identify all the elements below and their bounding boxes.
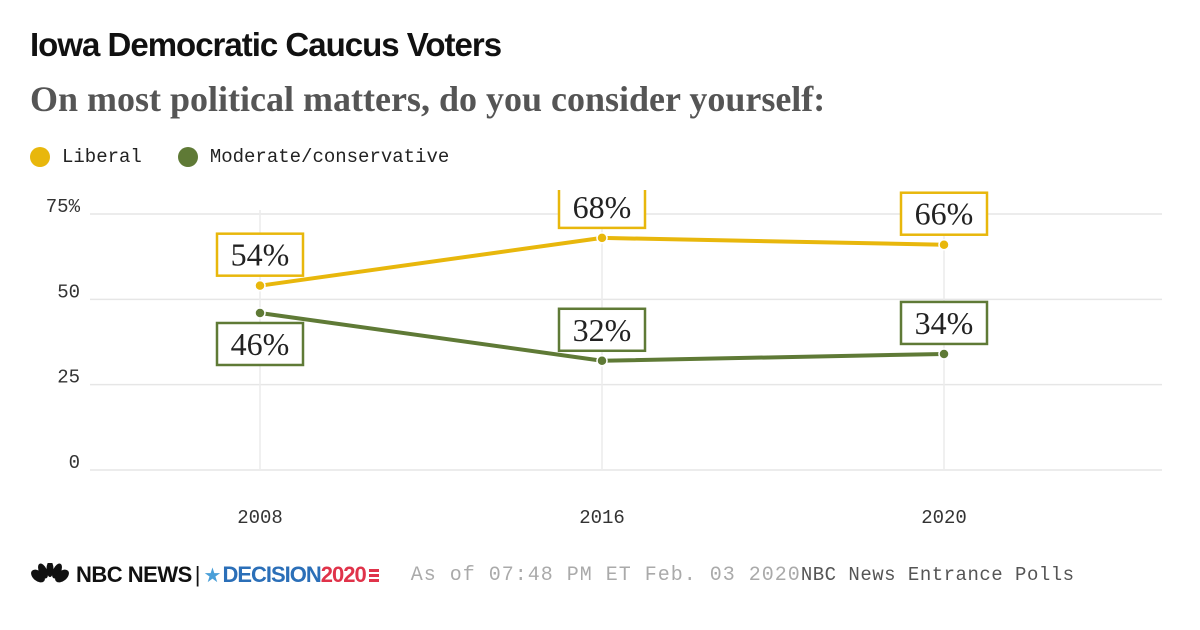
y-tick-label-75: 75%	[46, 196, 81, 218]
data-label-box-liberal-2008	[215, 232, 305, 277]
logo-separator: |	[194, 562, 201, 587]
legend-item-liberal: Liberal	[30, 146, 142, 168]
data-point-liberal-2020	[938, 238, 950, 251]
y-tick-label-0: 0	[69, 452, 80, 474]
flag-stripes-icon	[368, 567, 379, 584]
legend-swatch-moderate	[177, 147, 198, 167]
data-label-box-liberal-2020	[899, 191, 989, 236]
footer: NBC NEWS | ★ DECISION 2020 As of 07:48 P…	[30, 562, 1075, 588]
data-label-box-moderate-conservative-2020	[899, 300, 989, 346]
data-label-moderate-conservative-2020: 34%	[915, 305, 974, 341]
y-tick-label-25: 25	[57, 367, 80, 389]
x-tick-label-2020: 2020	[921, 507, 967, 529]
chart-subtitle: On most political matters, do you consid…	[30, 79, 826, 119]
nbc-news-wordmark: NBC NEWS	[76, 562, 192, 587]
y-tick-label-50: 50	[57, 281, 80, 303]
legend-label-liberal: Liberal	[62, 146, 142, 168]
data-label-liberal-2008: 54%	[231, 237, 290, 273]
decision-wordmark: DECISION	[222, 562, 321, 587]
peacock-icon	[31, 563, 69, 587]
data-point-moderate-conservative-2020	[938, 348, 950, 360]
as-of-timestamp: As of 07:48 PM ET Feb. 03 2020	[410, 563, 801, 587]
chart-title: Iowa Democratic Caucus Voters	[30, 26, 502, 63]
legend-item-moderate: Moderate/conservative	[177, 146, 450, 168]
data-label-box-liberal-2016	[557, 190, 647, 230]
x-tick-label-2008: 2008	[237, 507, 283, 529]
line-chart: 0 25 50 75% 2008 2016 2020 54% 68% 66% 46% 32% 34%	[46, 190, 1162, 529]
data-label-liberal-2020: 66%	[915, 196, 974, 232]
legend: Liberal Moderate/conservative	[30, 146, 485, 168]
data-point-liberal-2016	[596, 232, 608, 244]
nbc-news-logo: NBC NEWS | ★ DECISION 2020	[30, 562, 379, 588]
star-icon: ★	[203, 564, 222, 587]
decision-year: 2020	[320, 562, 367, 587]
data-label-moderate-conservative-2016: 32%	[573, 312, 632, 348]
legend-swatch-liberal	[30, 147, 50, 167]
x-tick-label-2016: 2016	[579, 507, 625, 529]
data-label-moderate-conservative-2008: 46%	[231, 326, 290, 362]
source-credit: NBC News Entrance Polls	[800, 564, 1075, 586]
data-point-moderate-conservative-2008	[254, 307, 266, 319]
data-label-box-moderate-conservative-2016	[557, 307, 647, 353]
data-label-liberal-2016: 68%	[573, 190, 632, 225]
data-point-moderate-conservative-2016	[596, 355, 608, 367]
data-label-box-moderate-conservative-2008	[215, 321, 305, 367]
data-point-liberal-2008	[254, 279, 266, 292]
legend-label-moderate: Moderate/conservative	[209, 146, 450, 168]
